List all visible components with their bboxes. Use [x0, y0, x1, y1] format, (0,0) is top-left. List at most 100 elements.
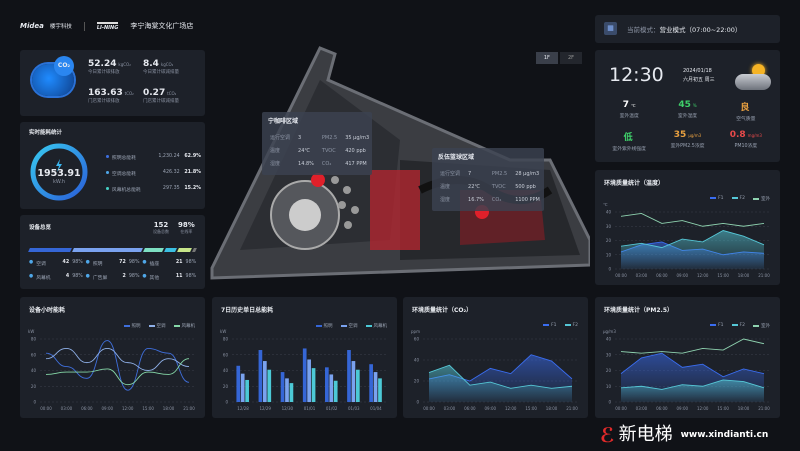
legend-item[interactable]: 风幕机: [365, 323, 387, 329]
legend-swatch: [340, 324, 347, 327]
bar[interactable]: [325, 367, 329, 402]
bar[interactable]: [307, 359, 311, 402]
legend-label: 室外: [761, 324, 770, 329]
stat-value: 7: [622, 100, 630, 110]
floor-button-2f[interactable]: 2F: [559, 52, 582, 64]
x-tick-label: 18:00: [546, 406, 558, 411]
x-tick-label: 00:00: [423, 406, 435, 411]
y-axis-unit: kW: [28, 329, 34, 334]
legend-swatch: [731, 196, 738, 199]
bar[interactable]: [329, 374, 334, 402]
device-rate: 98%: [185, 274, 197, 279]
zone-value: 3: [298, 134, 302, 141]
x-tick-label: 00:00: [40, 406, 52, 411]
chart-title: 环境质量统计（温度）: [604, 180, 665, 187]
floor-button-1f[interactable]: 1F: [535, 52, 558, 64]
bar[interactable]: [351, 361, 356, 402]
legend-item[interactable]: 风幕机: [173, 323, 195, 329]
bar[interactable]: [258, 350, 263, 402]
bar[interactable]: [356, 369, 360, 402]
zone-value: 35 μg/m3: [345, 134, 370, 141]
bar[interactable]: [302, 348, 307, 402]
device-rate: 98%: [128, 260, 140, 265]
zone-key: CO₂: [321, 160, 332, 167]
legend-item[interactable]: 照明: [123, 323, 141, 329]
weather-stat: 低室外紫外线强度: [600, 130, 658, 152]
stat-value: 35: [673, 130, 687, 140]
device-rate: 98%: [185, 260, 197, 265]
y-tick-label: 80: [223, 337, 229, 342]
legend-swatch: [315, 324, 322, 327]
series-line[interactable]: [620, 338, 765, 354]
floor-switcher: 1F 2F: [535, 52, 582, 64]
legend-item[interactable]: 室外: [753, 196, 770, 202]
legend-swatch: [173, 324, 180, 327]
series-line[interactable]: [45, 340, 190, 391]
floor-map[interactable]: 1F 2F 宁咖啡区域 运行空调 3 PM2.5 35 μg/m3 温度 24℃ TVOC 4…: [210, 40, 592, 290]
zone-value: 417 PPM: [345, 160, 367, 167]
series-line[interactable]: [620, 230, 765, 249]
zone-value: 22℃: [468, 183, 480, 190]
temp-chart-panel: 环境质量统计（温度） F1 F2 室外 ℃ 0 10 20 30 40 00:00 03:00 06:0…: [595, 170, 780, 285]
x-tick-label: 18:00: [163, 406, 175, 411]
legend-swatch: [148, 324, 155, 327]
chart-plot: ℃ 0 10 20 30 40 00:00 03:00 06:00 09:00 12:00 15:00…: [603, 202, 770, 278]
legend-item[interactable]: F2: [564, 323, 578, 328]
bar[interactable]: [263, 361, 267, 402]
zone-tooltip-coffee: 宁咖啡区域 运行空调 3 PM2.5 35 μg/m3 温度 24℃ TVOC 420 ppb…: [262, 112, 372, 175]
lining-marker-icon[interactable]: [311, 173, 325, 187]
y-axis-unit: ppm: [411, 329, 420, 334]
zone-value: 500 ppb: [515, 183, 536, 190]
series-line[interactable]: [45, 347, 190, 371]
legend-item[interactable]: 室外: [753, 323, 770, 329]
zone-value: 1100 PPM: [515, 196, 540, 203]
bar[interactable]: [245, 379, 249, 402]
zone-key: 运行空调: [270, 135, 291, 141]
bar[interactable]: [373, 372, 378, 402]
series-line[interactable]: [620, 212, 765, 227]
bar[interactable]: [240, 373, 245, 402]
bar[interactable]: [289, 383, 294, 402]
legend-item[interactable]: 空调: [148, 323, 166, 329]
y-axis-unit: μg/m3: [603, 329, 616, 334]
legend-item[interactable]: F2: [731, 196, 745, 202]
x-tick-label: 12:00: [697, 406, 709, 411]
bar[interactable]: [333, 380, 338, 402]
x-tick-label: 15:00: [525, 406, 537, 411]
device-share-bar: [28, 248, 197, 252]
bar[interactable]: [285, 378, 289, 402]
bar[interactable]: [311, 368, 316, 402]
legend-item[interactable]: F1: [543, 323, 557, 328]
bar[interactable]: [369, 364, 373, 402]
bar[interactable]: [236, 365, 241, 402]
series-line[interactable]: [45, 358, 190, 386]
midea-subtitle: 楼宇科技: [49, 24, 72, 30]
stat-unit: μg/m3: [688, 133, 702, 138]
zone-row: 运行空调 3 PM2.5 35 μg/m3: [270, 132, 375, 143]
legend-item[interactable]: F1: [710, 323, 724, 329]
legend-item[interactable]: 照明: [315, 323, 333, 329]
chart-legend: F1 F2 室外: [710, 323, 770, 329]
bar[interactable]: [280, 372, 285, 402]
device-item: ● 空调 42 98%: [29, 260, 86, 267]
y-tick-label: 20: [414, 379, 420, 384]
watermark-url: www.xindianti.cn: [680, 430, 769, 440]
weather-stat: 良空气质量: [717, 100, 775, 122]
series-line[interactable]: [620, 379, 765, 390]
legend-swatch: [365, 324, 372, 327]
legend-item[interactable]: 空调: [340, 323, 358, 329]
legend-item[interactable]: F2: [731, 323, 745, 329]
device-list: ● 空调 42 98% ● 照明 72 98% ● 插座 21 98% ● 风幕机 4 98% ● 广告屏 2 98%…: [29, 260, 199, 281]
bar[interactable]: [347, 350, 351, 402]
legend-item[interactable]: F1: [710, 196, 724, 202]
online-rate-label: 在线率: [180, 229, 193, 234]
bar[interactable]: [267, 369, 272, 402]
series-line[interactable]: [428, 364, 573, 389]
x-tick-label: 06:00: [81, 406, 93, 411]
y-tick-label: 30: [606, 224, 612, 229]
device-item: ● 其他 11 98%: [142, 274, 199, 281]
series-line[interactable]: [620, 352, 765, 378]
chart-plot: kW 0 20 40 60 80 00:00 03:00 06:00 09:00 12:00 15:0…: [28, 329, 195, 411]
bar[interactable]: [378, 378, 382, 402]
y-axis-unit: kW: [220, 329, 226, 334]
